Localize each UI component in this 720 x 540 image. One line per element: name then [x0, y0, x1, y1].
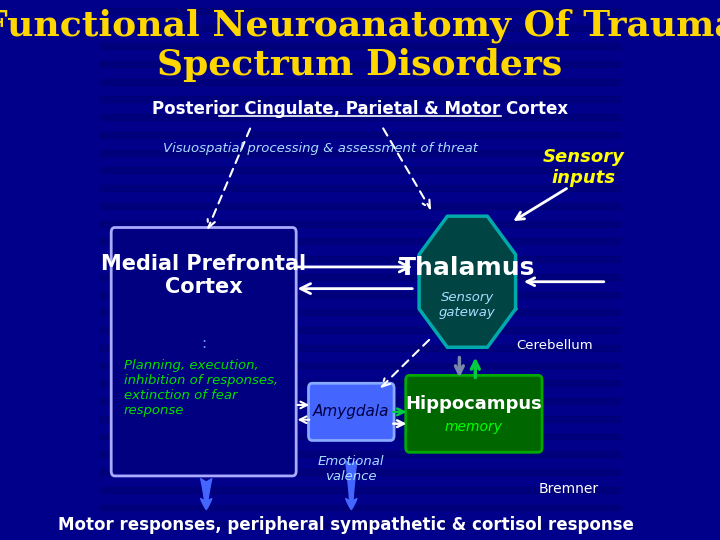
- Text: Motor responses, peripheral sympathetic & cortisol response: Motor responses, peripheral sympathetic …: [58, 516, 634, 534]
- Polygon shape: [419, 216, 516, 347]
- Bar: [99, 61, 621, 67]
- Bar: [99, 114, 621, 120]
- Text: Medial Prefrontal
Cortex: Medial Prefrontal Cortex: [101, 254, 306, 298]
- Text: Planning, execution,
inhibition of responses,
extinction of fear
response: Planning, execution, inhibition of respo…: [124, 359, 278, 417]
- Text: Posterior Cingulate, Parietal & Motor Cortex: Posterior Cingulate, Parietal & Motor Co…: [152, 100, 568, 118]
- Bar: [99, 292, 621, 298]
- Text: Hippocampus: Hippocampus: [405, 395, 542, 413]
- Bar: [99, 150, 621, 156]
- Text: Functional Neuroanatomy Of Trauma
Spectrum Disorders: Functional Neuroanatomy Of Trauma Spectr…: [0, 8, 720, 82]
- Bar: [99, 132, 621, 138]
- FancyBboxPatch shape: [308, 383, 394, 441]
- Bar: [99, 345, 621, 351]
- Bar: [99, 79, 621, 85]
- Text: Visuospatial processing & assessment of threat: Visuospatial processing & assessment of …: [163, 142, 477, 155]
- Bar: [99, 97, 621, 102]
- Bar: [99, 8, 621, 14]
- Text: Sensory
gateway: Sensory gateway: [439, 292, 496, 319]
- Bar: [99, 167, 621, 173]
- Bar: [99, 451, 621, 457]
- Text: Amygdala: Amygdala: [313, 404, 390, 420]
- Text: Emotional
valence: Emotional valence: [318, 455, 384, 483]
- Bar: [99, 434, 621, 440]
- Bar: [99, 380, 621, 386]
- Bar: [99, 309, 621, 315]
- Text: Sensory
inputs: Sensory inputs: [542, 148, 624, 187]
- Text: memory: memory: [445, 420, 503, 434]
- Bar: [99, 522, 621, 528]
- Bar: [99, 398, 621, 404]
- Bar: [99, 238, 621, 244]
- Text: Cerebellum: Cerebellum: [516, 339, 593, 352]
- Bar: [99, 25, 621, 31]
- Bar: [99, 43, 621, 49]
- FancyBboxPatch shape: [405, 375, 542, 453]
- Bar: [99, 221, 621, 226]
- Bar: [99, 469, 621, 475]
- Text: :: :: [201, 336, 206, 352]
- Text: Bremner: Bremner: [539, 482, 599, 496]
- Bar: [99, 256, 621, 262]
- Bar: [99, 504, 621, 510]
- Bar: [99, 185, 621, 191]
- Bar: [99, 327, 621, 333]
- FancyBboxPatch shape: [111, 227, 296, 476]
- Bar: [99, 416, 621, 422]
- Text: Thalamus: Thalamus: [399, 256, 536, 280]
- Bar: [99, 274, 621, 280]
- Bar: [99, 203, 621, 209]
- Bar: [99, 362, 621, 368]
- Bar: [99, 487, 621, 492]
